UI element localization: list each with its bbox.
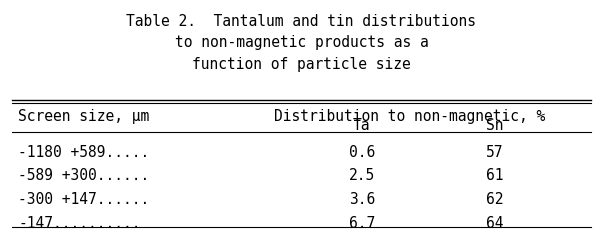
- Text: -300 +147......: -300 +147......: [18, 192, 150, 207]
- Text: Table 2.  Tantalum and tin distributions: Table 2. Tantalum and tin distributions: [127, 14, 476, 29]
- Text: Screen size, μm: Screen size, μm: [18, 109, 150, 124]
- Text: 64: 64: [485, 215, 504, 231]
- Text: Ta: Ta: [353, 118, 371, 133]
- Text: function of particle size: function of particle size: [192, 57, 411, 72]
- Text: -147..........: -147..........: [18, 215, 140, 231]
- Text: -1180 +589.....: -1180 +589.....: [18, 145, 150, 160]
- Text: Sn: Sn: [485, 118, 504, 133]
- Text: 6.7: 6.7: [349, 215, 375, 231]
- Text: 61: 61: [485, 168, 504, 183]
- Text: 2.5: 2.5: [349, 168, 375, 183]
- Text: 3.6: 3.6: [349, 192, 375, 207]
- Text: -589 +300......: -589 +300......: [18, 168, 150, 183]
- Text: to non-magnetic products as a: to non-magnetic products as a: [175, 35, 428, 51]
- Text: Distribution to non-magnetic, %: Distribution to non-magnetic, %: [274, 109, 546, 124]
- Text: 62: 62: [485, 192, 504, 207]
- Text: 0.6: 0.6: [349, 145, 375, 160]
- Text: 57: 57: [485, 145, 504, 160]
